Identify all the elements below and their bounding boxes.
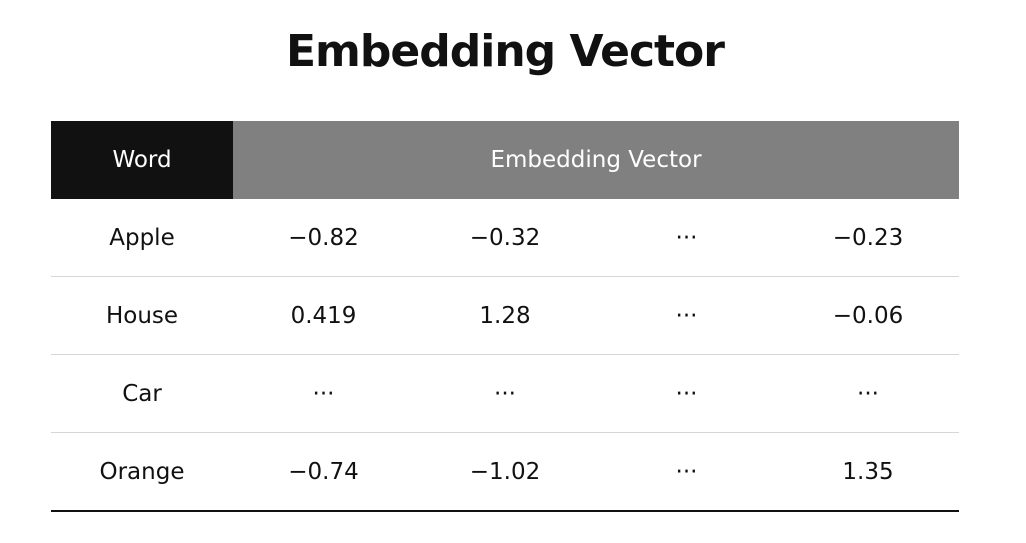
word-cell: House bbox=[105, 302, 179, 329]
value-cell: 0.419 bbox=[290, 302, 357, 329]
word-cell: Car bbox=[122, 380, 162, 407]
value-cell: ··· bbox=[494, 380, 516, 407]
value-cell: 1.28 bbox=[479, 302, 531, 329]
value-cell: ··· bbox=[675, 302, 698, 329]
table-row: Orange −0.74 −1.02 ··· 1.35 bbox=[51, 433, 959, 512]
header-word: Word bbox=[51, 121, 233, 199]
value-cell: 1.35 bbox=[842, 458, 894, 485]
header-embedding-vector: Embedding Vector bbox=[233, 121, 959, 199]
value-cell: ··· bbox=[675, 458, 698, 485]
value-cell: ··· bbox=[857, 380, 879, 407]
value-cell: −0.74 bbox=[288, 458, 359, 485]
table-row: House 0.419 1.28 ··· −0.06 bbox=[51, 277, 959, 355]
value-cell: ··· bbox=[312, 380, 335, 407]
value-cell: ··· bbox=[675, 380, 698, 407]
word-cell: Orange bbox=[99, 458, 185, 485]
value-cell: −0.32 bbox=[469, 224, 541, 251]
page-title: Embedding Vector bbox=[286, 26, 725, 77]
table-row: Apple −0.82 −0.32 ··· −0.23 bbox=[51, 199, 959, 277]
value-cell: ··· bbox=[675, 224, 698, 251]
value-cell: −0.23 bbox=[832, 224, 904, 251]
table-row: Car ··· ··· ··· ··· bbox=[51, 355, 959, 433]
word-cell: Apple bbox=[109, 224, 175, 251]
table-header: Word Embedding Vector bbox=[51, 121, 959, 199]
value-cell: −0.82 bbox=[288, 224, 359, 251]
value-cell: −1.02 bbox=[469, 458, 541, 485]
embedding-table: Word Embedding Vector Apple −0.82 −0.32 … bbox=[51, 121, 959, 512]
value-cell: −0.06 bbox=[832, 302, 904, 329]
